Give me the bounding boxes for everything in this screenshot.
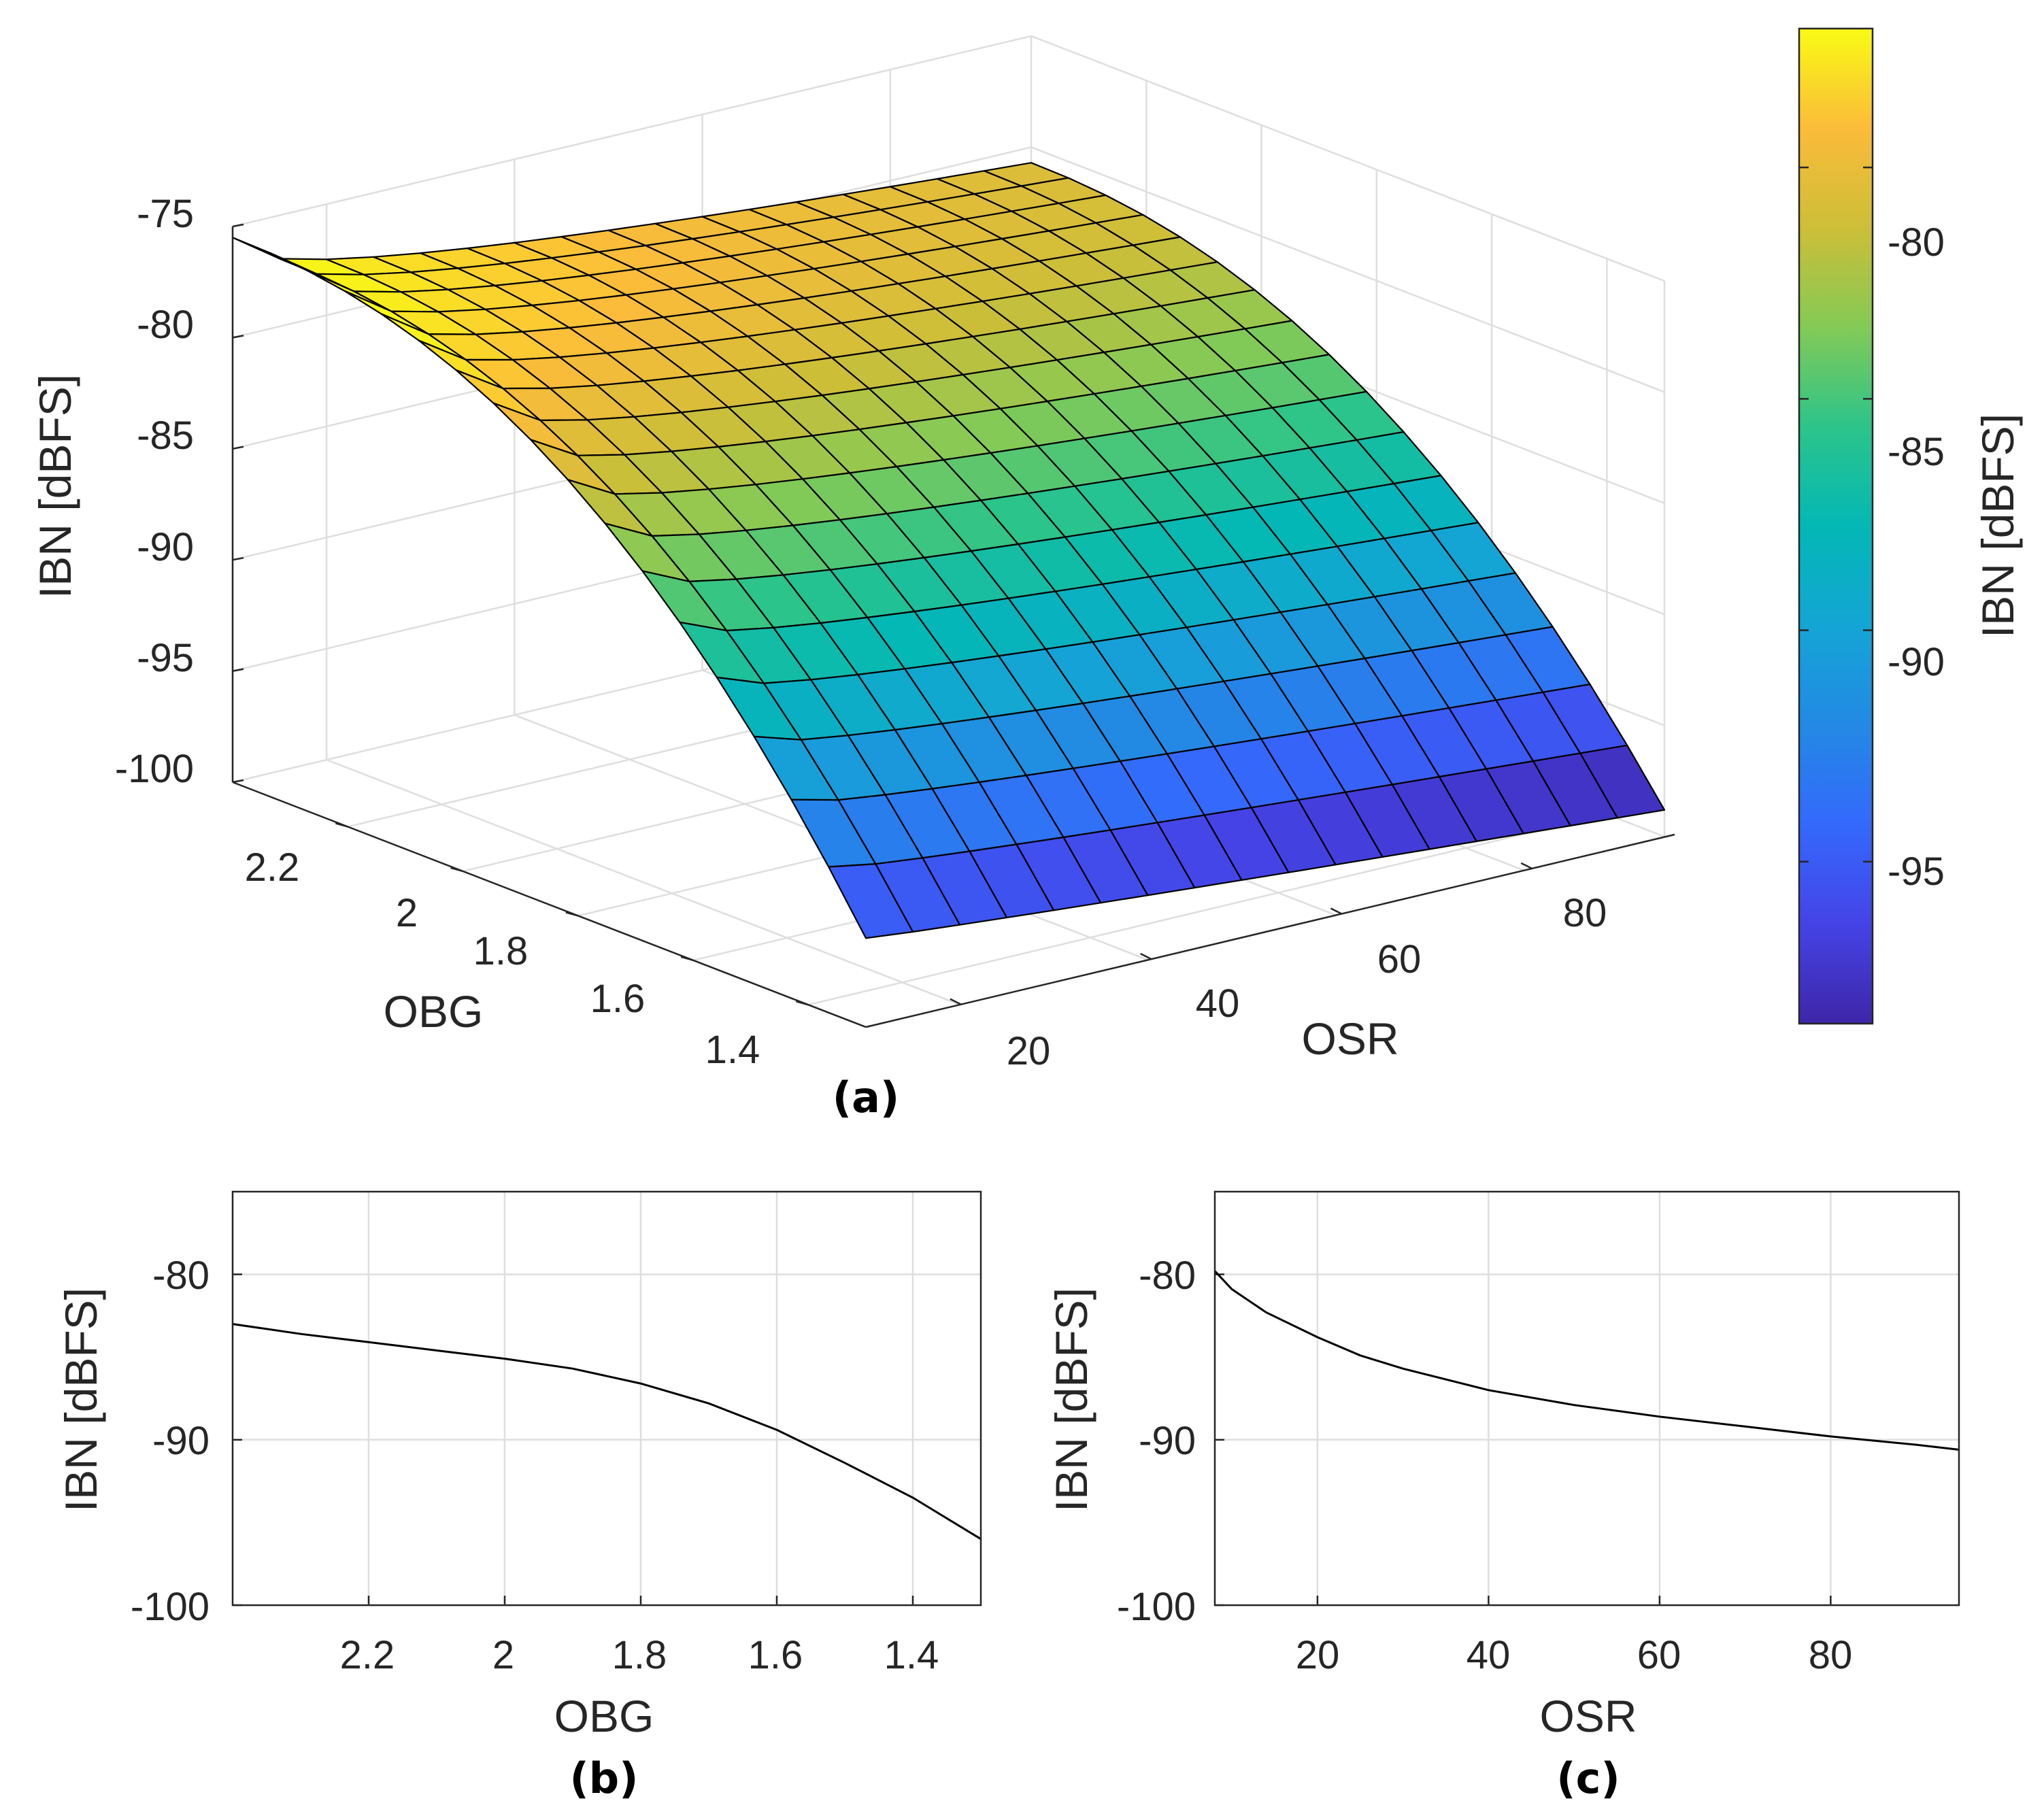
- colorbar: -80 -85 -90 -95 IBN [dBFS]: [1798, 27, 2023, 1025]
- z-tick-label: -80: [137, 303, 194, 347]
- colorbar-label: IBN [dBFS]: [1973, 414, 2023, 638]
- x-tick-label: 2.2: [340, 1633, 395, 1677]
- obg-tick: [335, 822, 348, 828]
- surface-axes: [231, 223, 1675, 1028]
- obg-axis-line: [232, 781, 867, 1028]
- x-tick-label: 1.4: [884, 1633, 939, 1677]
- plot-b-curve: [232, 1323, 982, 1540]
- obg-axis-label: OBG: [384, 986, 484, 1037]
- floor-gridline: [326, 758, 960, 1006]
- floor-gridline: [808, 813, 1607, 1006]
- y-tick-label: -100: [131, 1585, 210, 1629]
- z-tick: [232, 668, 244, 672]
- z-tick: [232, 779, 244, 784]
- plot-c-curve: [1213, 1270, 1960, 1451]
- colorbar-gradient: [1798, 27, 1874, 1025]
- z-tick-label: -85: [137, 414, 194, 458]
- obg-tick: [565, 911, 579, 917]
- plot-b-frame: [231, 1190, 982, 1607]
- obg-tick-label: 2.2: [245, 845, 300, 890]
- z-tick-label: -95: [137, 636, 194, 680]
- osr-tick: [1520, 862, 1532, 870]
- y-tick-label: -80: [1139, 1254, 1196, 1298]
- obg-tick-label: 1.6: [590, 977, 646, 1021]
- plot-c-x-tick-labels: 20 40 60 80: [1296, 1633, 1853, 1677]
- x-tick-label: 60: [1637, 1633, 1681, 1677]
- osr-tick-label: 20: [1007, 1029, 1051, 1073]
- z-tick-label: -90: [137, 525, 194, 569]
- plot-c-y-tick-labels: -80 -90 -100: [1117, 1254, 1196, 1629]
- plot-b-y-label: IBN [dBFS]: [56, 1288, 106, 1512]
- plot-b-y-tick-labels: -80 -90 -100: [131, 1254, 210, 1629]
- caption-a: (a): [833, 1073, 900, 1122]
- z-tick: [232, 223, 244, 228]
- surface-plot-a: -75 -80 -85 -90 -95 -100 2.2 2 1.8 1.6 1…: [30, 35, 1675, 1122]
- plot-b-x-tick-labels: 2.2 2 1.8 1.6 1.4: [340, 1633, 939, 1677]
- caption-b: (b): [569, 1753, 638, 1803]
- osr-tick: [950, 998, 962, 1005]
- colorbar-tick-label: -85: [1888, 430, 1945, 474]
- x-tick-label: 1.6: [748, 1633, 803, 1677]
- osr-axis-line: [865, 833, 1675, 1028]
- colorbar-tick-label: -95: [1888, 850, 1945, 894]
- z-axis-label: IBN [dBFS]: [30, 374, 80, 599]
- obg-tick-label: 1.4: [705, 1028, 760, 1072]
- x-tick-label: 2: [492, 1633, 514, 1677]
- x-tick-label: 40: [1467, 1633, 1511, 1677]
- plot-b-grid: [233, 1192, 981, 1607]
- plot-c-x-label: OSR: [1539, 1691, 1637, 1741]
- plot-c-y-label: IBN [dBFS]: [1046, 1288, 1096, 1512]
- x-tick-label: 20: [1296, 1633, 1340, 1677]
- z-tick-label: -75: [137, 192, 194, 236]
- line-plot-c: -80 -90 -100 20 40 60 80 IBN [dBFS] OSR …: [1046, 1190, 1960, 1803]
- colorbar-ticks: [1799, 166, 1873, 863]
- osr-tick: [1330, 907, 1342, 915]
- plot-c-grid: [1215, 1192, 1959, 1607]
- y-tick-label: -90: [1139, 1419, 1196, 1463]
- z-tick: [232, 335, 244, 339]
- z-tick: [232, 556, 244, 561]
- osr-tick-label: 60: [1377, 937, 1422, 981]
- obg-tick-labels: 2.2 2 1.8 1.6 1.4: [245, 845, 760, 1072]
- x-tick-label: 1.8: [612, 1633, 667, 1677]
- obg-tick: [450, 867, 463, 873]
- z-tick: [232, 446, 244, 450]
- z-tick-label: -100: [115, 747, 194, 791]
- surface-mesh: [231, 162, 1666, 939]
- line-plot-b: -80 -90 -100 2.2 2 1.8 1.6 1.4 IBN [dBFS…: [56, 1190, 982, 1803]
- obg-tick-label: 1.8: [473, 929, 529, 973]
- colorbar-tick-label: -90: [1888, 640, 1945, 684]
- osr-tick-label: 80: [1563, 891, 1607, 935]
- obg-tick: [796, 1001, 809, 1006]
- surface-patch: [1579, 744, 1666, 819]
- x-tick-label: 80: [1809, 1633, 1853, 1677]
- y-tick-label: -90: [152, 1419, 210, 1463]
- y-tick-label: -80: [152, 1254, 210, 1298]
- obg-tick-label: 2: [396, 891, 418, 935]
- plot-c-frame: [1213, 1190, 1960, 1607]
- y-tick-label: -100: [1117, 1585, 1196, 1629]
- osr-axis-label: OSR: [1301, 1013, 1398, 1064]
- osr-tick-label: 40: [1196, 981, 1240, 1026]
- colorbar-tick-label: -80: [1888, 220, 1945, 265]
- z-tick-labels: -75 -80 -85 -90 -95 -100: [115, 192, 194, 791]
- osr-tick-labels: 20 40 60 80: [1007, 891, 1607, 1073]
- obg-tick: [680, 956, 694, 962]
- osr-tick: [1140, 952, 1152, 960]
- caption-c: (c): [1556, 1753, 1620, 1803]
- plot-b-x-label: OBG: [554, 1691, 654, 1741]
